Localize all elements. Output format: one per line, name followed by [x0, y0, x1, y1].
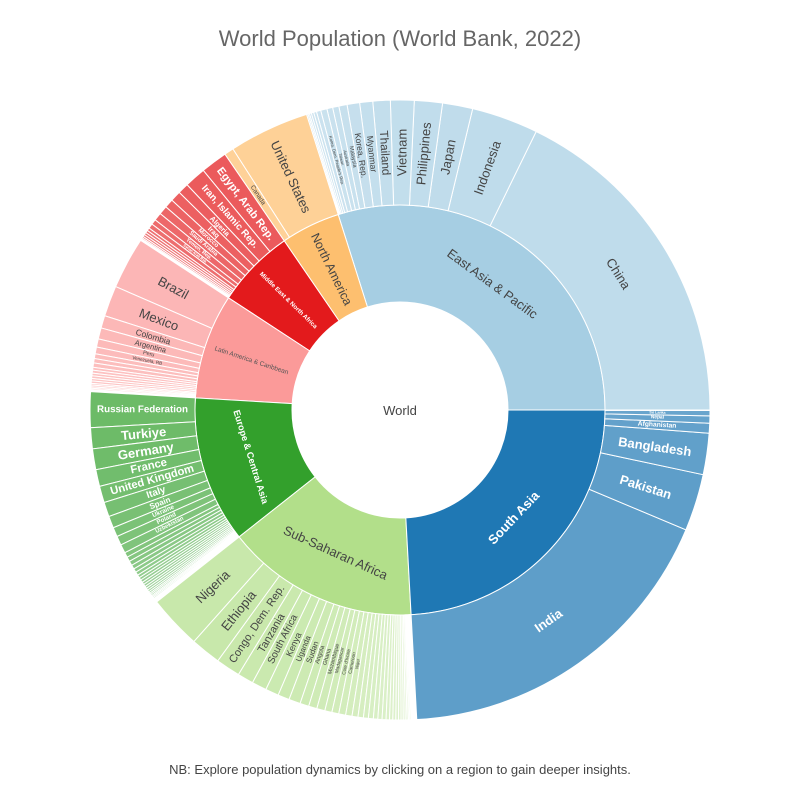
country-label-cote-d-ivoire: Cote d'Ivoire [341, 648, 351, 675]
country-label-turkiye: Turkiye [120, 424, 166, 443]
country-label-thailand: Thailand [377, 130, 393, 176]
country-label-venezuela-rb: Venezuela, RB [132, 355, 163, 366]
country-label-myanmar: Myanmar [365, 135, 379, 173]
country-label-taiwan: Taiwan [338, 153, 346, 166]
country-label-nepal: Nepal [651, 414, 665, 420]
country-label-malaysia: Malaysia [348, 146, 358, 169]
country-label-afghanistan: Afghanistan [638, 421, 677, 430]
country-label-ghana: Ghana [322, 647, 333, 666]
country-label-cameroon: Cameroon [347, 651, 356, 674]
chart-title: World Population (World Bank, 2022) [218, 26, 582, 51]
country-label-niger: Niger [354, 658, 361, 670]
country-label-australia: Australia [342, 150, 350, 168]
country-label-russian-federation: Russian Federation [97, 404, 188, 415]
country-label-sri-lanka: Sri Lanka [649, 411, 666, 415]
center-label-world[interactable]: World [383, 403, 417, 418]
country-label-peru: Peru [142, 350, 155, 358]
country-label-vietnam: Vietnam [394, 129, 409, 177]
country-label-japan: Japan [437, 138, 458, 176]
footnote: NB: Explore population dynamics by click… [169, 762, 631, 777]
country-label-philippines: Philippines [413, 121, 434, 185]
country-label-angola: Angola [315, 645, 327, 665]
